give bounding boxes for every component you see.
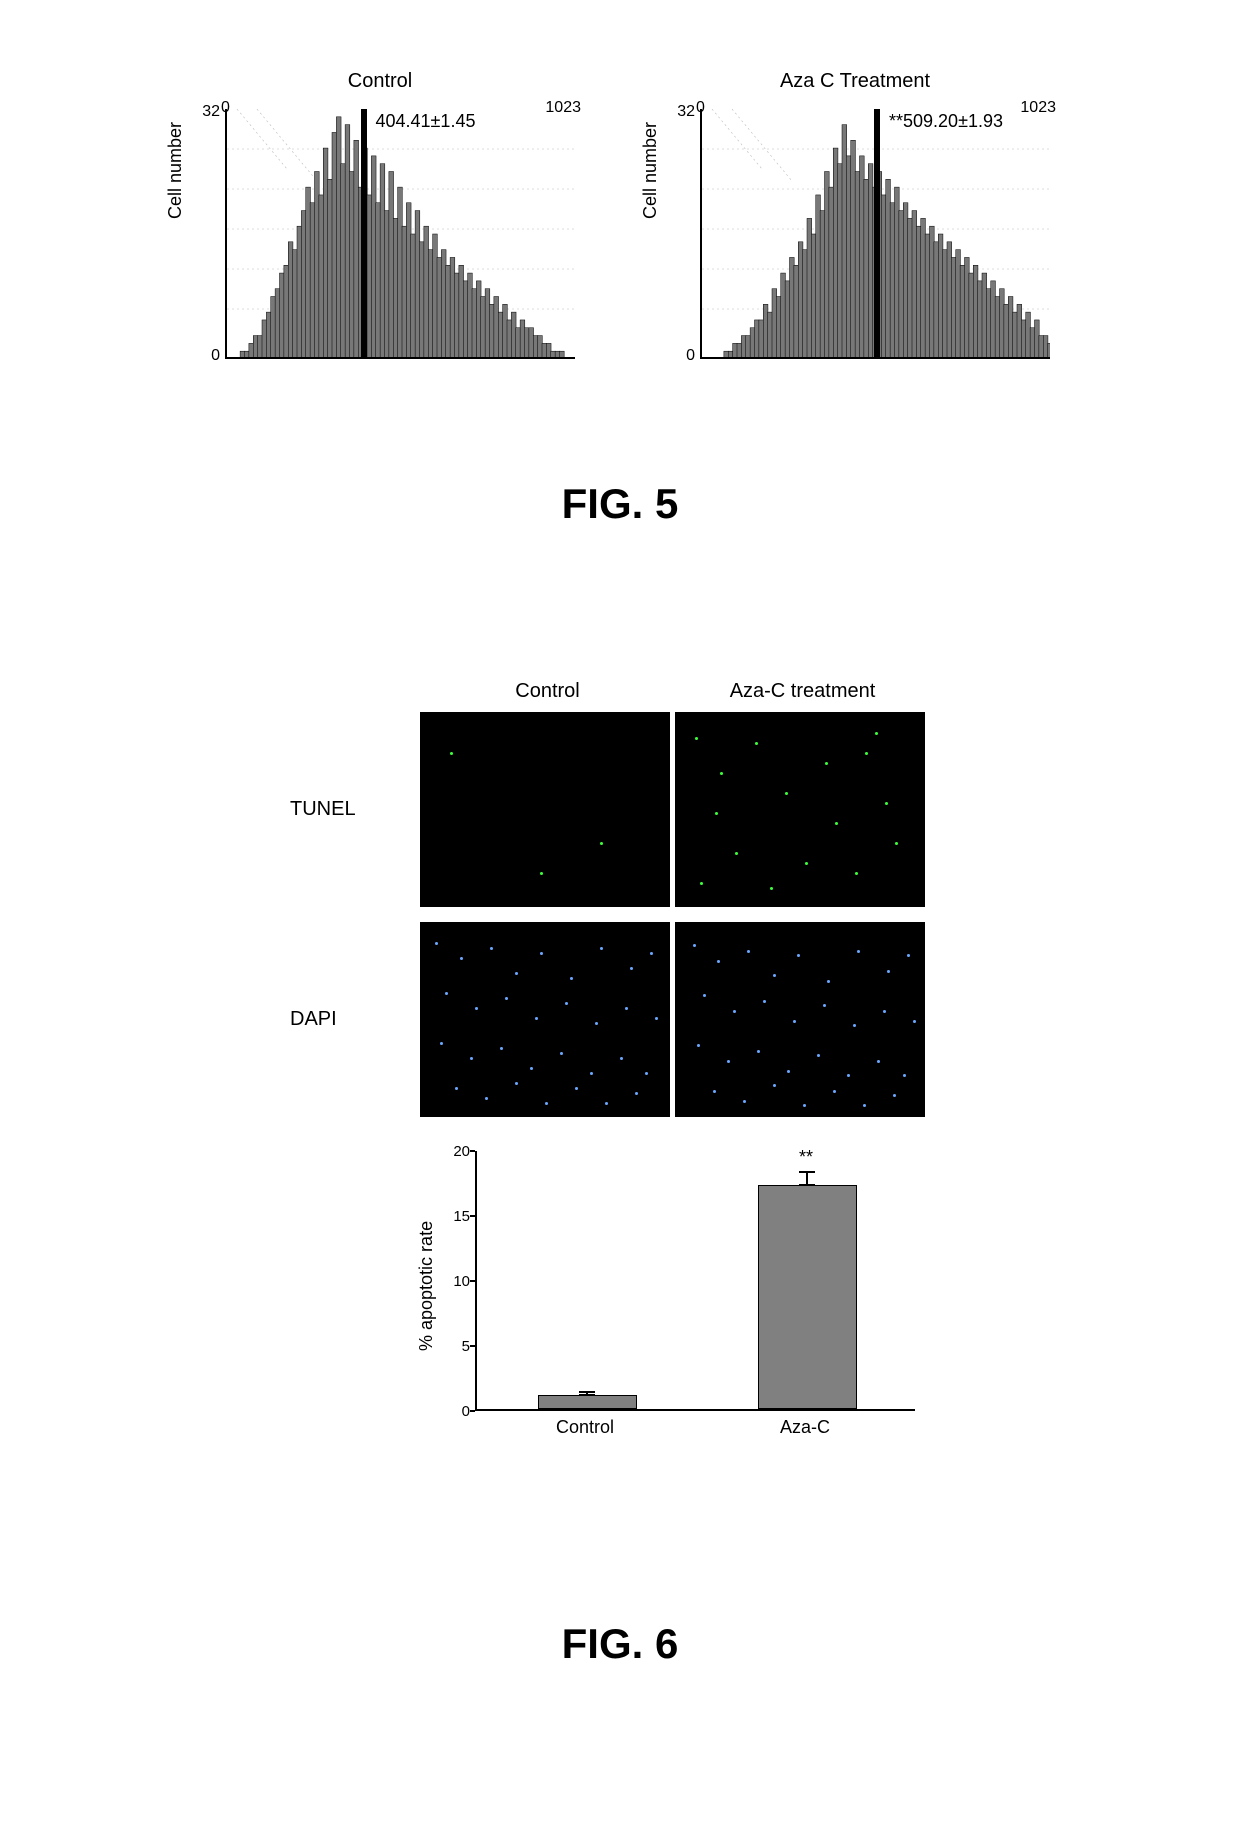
fig6-bar-ytick: 5	[448, 1338, 470, 1355]
fig5-left-xtick-min: 0	[221, 99, 230, 117]
fig5-left-title: Control	[170, 70, 590, 93]
fig5-left-plot: 404.41±1.45	[225, 109, 575, 359]
fig6-image-grid: TUNEL DAPI	[290, 709, 950, 1119]
fig6-col-label-azac: Aza-C treatment	[675, 680, 930, 703]
fig5-right-ytick-min: 0	[673, 347, 695, 365]
fig5-left-histogram	[240, 117, 564, 359]
fig6-bar-xtick: Control	[556, 1417, 614, 1438]
fig5-left-ytick-max: 32	[198, 103, 220, 121]
fig6-container: Control Aza-C treatment TUNEL DAPI % apo…	[290, 680, 950, 1461]
fig5-right-ytick-max: 32	[673, 103, 695, 121]
fig5-left-meanline	[361, 109, 367, 359]
fig5-container: Control Cell number 32 0 404.41±1.45	[170, 70, 1070, 389]
fig5-left-svg	[227, 109, 575, 359]
fig6-bar-sig: **	[799, 1147, 813, 1168]
fig5-left-ylabel: Cell number	[165, 122, 186, 219]
fig6-img-tunel-azac	[675, 712, 925, 907]
fig6-bar-ylabel: % apoptotic rate	[416, 1221, 437, 1351]
fig5-left-plotbox: Cell number 32 0 404.41±1.45 0	[170, 99, 590, 389]
fig5-left-ytick-min: 0	[198, 347, 220, 365]
fig5-right-ylabel: Cell number	[640, 122, 661, 219]
fig6-img-tunel-control	[420, 712, 670, 907]
fig5-right-histogram	[724, 125, 1050, 359]
fig6-row-label-tunel: TUNEL	[290, 798, 420, 821]
fig5-right-plotbox: Cell number 32 0 **509.20±1.93 0	[645, 99, 1065, 389]
fig6-col-label-control: Control	[420, 680, 675, 703]
fig6-bar-ytick: 0	[448, 1403, 470, 1420]
fig5-caption: FIG. 5	[0, 480, 1240, 528]
fig6-bar-plot: **	[475, 1151, 915, 1411]
fig5-right-xtick-min: 0	[696, 99, 705, 117]
fig6-img-dapi-control	[420, 922, 670, 1117]
fig5-left-xticks: 0 1023	[225, 99, 575, 119]
fig6-bar-ytick: 20	[448, 1143, 470, 1160]
fig5-right-panel: Aza C Treatment Cell number 32 0 **509.2…	[645, 70, 1065, 389]
fig6-barchart: % apoptotic rate 05101520 ** ControlAza-…	[420, 1141, 930, 1461]
fig5-left-panel: Control Cell number 32 0 404.41±1.45	[170, 70, 590, 389]
fig6-bar-ytick: 15	[448, 1208, 470, 1225]
fig6-bar-ytick: 10	[448, 1273, 470, 1290]
fig6-bar	[758, 1185, 857, 1409]
fig6-row-label-dapi: DAPI	[290, 1008, 420, 1031]
fig5-right-meanline	[874, 109, 880, 359]
fig5-right-xticks: 0 1023	[700, 99, 1050, 119]
fig6-caption: FIG. 6	[0, 1620, 1240, 1668]
fig5-right-title: Aza C Treatment	[645, 70, 1065, 93]
fig5-right-xtick-max: 1023	[1020, 99, 1056, 117]
fig6-bar	[538, 1395, 637, 1409]
fig6-img-dapi-azac	[675, 922, 925, 1117]
fig6-col-labels: Control Aza-C treatment	[420, 680, 950, 709]
fig5-right-plot: **509.20±1.93	[700, 109, 1050, 359]
fig5-left-xtick-max: 1023	[545, 99, 581, 117]
fig6-bar-xtick: Aza-C	[780, 1417, 830, 1438]
